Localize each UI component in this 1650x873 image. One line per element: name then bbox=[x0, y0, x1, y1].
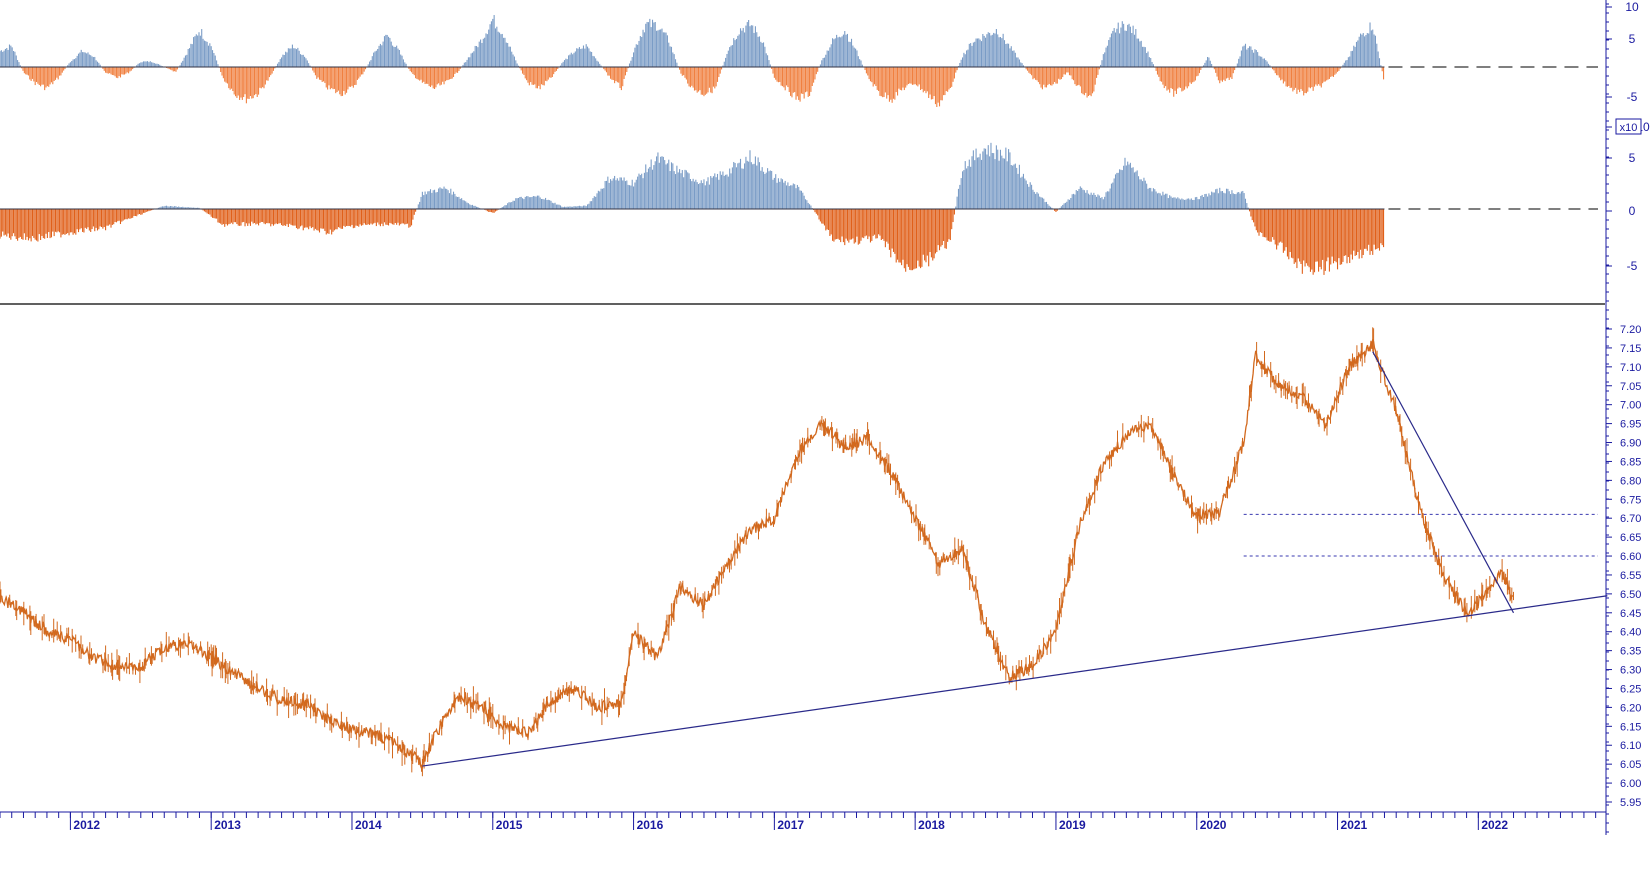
y-tick-label: 7.00 bbox=[1620, 400, 1641, 412]
y-tick-label: 6.00 bbox=[1620, 778, 1641, 790]
y-tick-label: 6.95 bbox=[1620, 419, 1641, 431]
y-tick-label: 7.05 bbox=[1620, 381, 1641, 393]
right-axis: 105-51050-5x107.207.157.107.057.006.956.… bbox=[1605, 0, 1650, 835]
time-axis: 2012 2013 2014 2015 2016 2017 2018 2019 2020 2021… bbox=[0, 811, 1606, 832]
y-tick-label: 6.75 bbox=[1620, 494, 1641, 506]
x-tick-label: 2018 bbox=[918, 818, 945, 832]
oscillator-middle-panel bbox=[0, 142, 1598, 275]
y-tick-label: 6.90 bbox=[1620, 438, 1641, 450]
y-tick-label: 6.80 bbox=[1620, 475, 1641, 487]
y-tick-label: 6.05 bbox=[1620, 759, 1641, 771]
y-tick-label: 6.15 bbox=[1620, 721, 1641, 733]
x-tick-label: 2022 bbox=[1481, 818, 1508, 832]
price-line bbox=[0, 339, 1514, 770]
x-tick-label: 2013 bbox=[214, 818, 241, 832]
y-tick-label: 6.40 bbox=[1620, 627, 1641, 639]
trendline bbox=[422, 595, 1608, 767]
y-tick-label: 7.15 bbox=[1620, 343, 1641, 355]
y-tick-label: 6.65 bbox=[1620, 532, 1641, 544]
y-tick-label: 6.85 bbox=[1620, 456, 1641, 468]
y-tick-label: 7.20 bbox=[1620, 324, 1641, 336]
x-tick-label: 2014 bbox=[355, 818, 382, 832]
x-tick-label: 2019 bbox=[1059, 818, 1086, 832]
y-tick-label: 6.60 bbox=[1620, 551, 1641, 563]
y-tick-label: 6.10 bbox=[1620, 740, 1641, 752]
y-tick-label: -5 bbox=[1627, 259, 1638, 273]
x-tick-label: 2021 bbox=[1341, 818, 1368, 832]
x-tick-label: 2016 bbox=[637, 818, 664, 832]
y-tick-label: 5 bbox=[1629, 32, 1636, 46]
y-tick-label: 5.95 bbox=[1620, 797, 1641, 809]
trendline bbox=[1372, 351, 1515, 614]
x-tick-label: 2012 bbox=[73, 818, 100, 832]
price-panel bbox=[0, 327, 1608, 777]
oscillator-top-panel bbox=[0, 15, 1598, 107]
y-tick-label: 6.50 bbox=[1620, 589, 1641, 601]
multiplier-label: x10 bbox=[1620, 122, 1638, 134]
y-tick-label: 5 bbox=[1629, 151, 1636, 165]
y-tick-label: 6.25 bbox=[1620, 683, 1641, 695]
y-tick-label: 6.70 bbox=[1620, 513, 1641, 525]
y-tick-label: 6.20 bbox=[1620, 702, 1641, 714]
y-tick-label: 6.45 bbox=[1620, 608, 1641, 620]
y-tick-label: 6.35 bbox=[1620, 646, 1641, 658]
y-tick-label: 10 bbox=[1625, 0, 1639, 14]
y-tick-label: 7.10 bbox=[1620, 362, 1641, 374]
y-tick-label: -5 bbox=[1627, 90, 1638, 104]
y-tick-label: 0 bbox=[1629, 204, 1636, 218]
y-tick-label: 6.55 bbox=[1620, 570, 1641, 582]
y-tick-label: 6.30 bbox=[1620, 665, 1641, 677]
multiplier-box bbox=[1615, 118, 1642, 135]
x-tick-label: 2017 bbox=[777, 818, 804, 832]
x-tick-label: 2015 bbox=[496, 818, 523, 832]
x-tick-label: 2020 bbox=[1200, 818, 1227, 832]
